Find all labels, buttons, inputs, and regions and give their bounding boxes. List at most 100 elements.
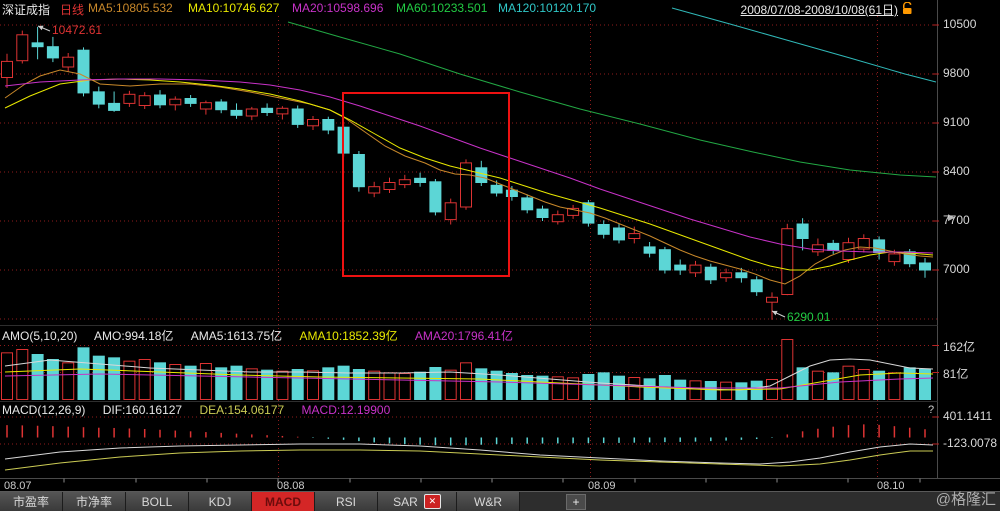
candle-body [766, 296, 778, 303]
volume-bar [398, 373, 411, 400]
ma5-line [4, 69, 934, 285]
volume-bar [16, 349, 29, 401]
volume-bar [108, 357, 121, 400]
volume-bar [521, 375, 534, 401]
tab-label: BOLL [141, 494, 173, 509]
candle-body [92, 91, 105, 105]
volume-bar [154, 362, 166, 401]
volume-bar [903, 367, 916, 400]
watermark: @格隆汇 [935, 491, 996, 508]
volume-bar [475, 368, 488, 400]
macd-tick-label: -123.0078 [943, 436, 998, 450]
tab-label: 市盈率 [12, 495, 49, 509]
tab-label: MACD [265, 494, 301, 509]
ma20-value: MA20:10598.696 [292, 1, 384, 15]
highlight-box [342, 92, 510, 277]
help-icon[interactable]: ? [928, 404, 935, 416]
volume-bar [444, 369, 457, 400]
tab-市净率[interactable]: 市净率 [63, 492, 126, 511]
candle-body [613, 227, 625, 241]
add-indicator-button[interactable]: + [566, 493, 586, 510]
candle-body [123, 93, 136, 104]
ama5-value: AMA5:1613.75亿 [190, 329, 283, 343]
candle-body [429, 181, 442, 213]
candle-body [827, 242, 840, 251]
volume-bar [689, 380, 702, 401]
volume-bar [582, 374, 595, 401]
candle-body [31, 42, 44, 48]
volume-bar [505, 373, 518, 400]
dif-value: DIF:160.16127 [102, 403, 183, 417]
volume-bar [536, 375, 549, 401]
candle-body [505, 189, 518, 197]
scroll-right-icon[interactable]: ▶ [948, 212, 955, 222]
candle-body [674, 264, 687, 271]
candle-body [720, 272, 733, 279]
ma120-line [671, 7, 937, 83]
volume-bar [322, 367, 335, 400]
tab-rsi[interactable]: RSI [315, 492, 378, 511]
unlock-icon[interactable] [902, 2, 914, 15]
volume-bar [215, 367, 228, 400]
candle-body [62, 56, 75, 68]
date-tick-label: 08.10 [877, 480, 905, 492]
candle-body [215, 101, 228, 111]
candle-body [398, 179, 411, 186]
dea-line [4, 449, 933, 471]
macd-header: MACD(12,26,9) DIF:160.16127 DEA:154.0617… [2, 403, 404, 417]
candle-body [888, 253, 901, 263]
candle-body [245, 108, 258, 117]
volume-bar [842, 365, 855, 401]
candle-body [536, 208, 549, 219]
candle-body [169, 98, 182, 106]
close-indicator-icon[interactable]: ✕ [423, 494, 441, 509]
price-tick-label: 7000 [943, 262, 970, 276]
dif-line [4, 443, 934, 465]
amount-tick-label: 81亿 [943, 366, 969, 381]
ma60-line [287, 21, 937, 178]
candle-body [1, 60, 13, 79]
candle-body [919, 262, 931, 271]
date-range-label: 2008/07/08-2008/10/08(61日) [740, 3, 898, 17]
candle-body [658, 249, 671, 271]
amo-value: AMO:994.18亿 [94, 329, 174, 343]
candle-body [199, 102, 212, 110]
volume-bar [811, 370, 824, 400]
ama20-value: AMA20:1796.41亿 [414, 329, 513, 343]
tab-sar[interactable]: SAR ✕ [378, 492, 457, 511]
tab-w&r[interactable]: W&R [457, 492, 520, 511]
candle-body [460, 162, 472, 208]
period-label[interactable]: 日线 [60, 3, 85, 17]
tab-macd[interactable]: MACD [252, 492, 315, 511]
volume-bar [750, 380, 763, 400]
volume-bar [245, 368, 258, 400]
tab-市盈率[interactable]: 市盈率 [0, 492, 63, 511]
volume-bar [46, 359, 59, 400]
volume-bar [276, 370, 289, 400]
volume-bar [919, 369, 931, 400]
candle-body [46, 46, 59, 59]
ma5-value: MA5:10805.532 [88, 1, 173, 15]
price-tick-label: 7700 [943, 213, 970, 227]
price-tick-label: 8400 [943, 164, 970, 178]
volume-bar [337, 365, 350, 401]
tab-kdj[interactable]: KDJ [189, 492, 252, 511]
tab-label: W&R [474, 494, 502, 509]
candle-body [551, 214, 564, 223]
tab-label: SAR [393, 494, 418, 509]
ma120-value: MA120:10120.170 [498, 1, 597, 15]
amo-title: AMO(5,10,20) [2, 329, 78, 343]
volume-bar [597, 372, 610, 400]
tab-label: RSI [335, 494, 356, 509]
volume-bar [429, 367, 442, 401]
tab-label: 市净率 [75, 495, 112, 509]
tab-boll[interactable]: BOLL [126, 492, 189, 511]
volume-bar [643, 378, 656, 400]
volume-bar [123, 360, 136, 400]
candle-body [383, 182, 396, 190]
candle-body [230, 109, 243, 116]
candle-body [597, 224, 610, 235]
volume-bar [628, 377, 641, 400]
